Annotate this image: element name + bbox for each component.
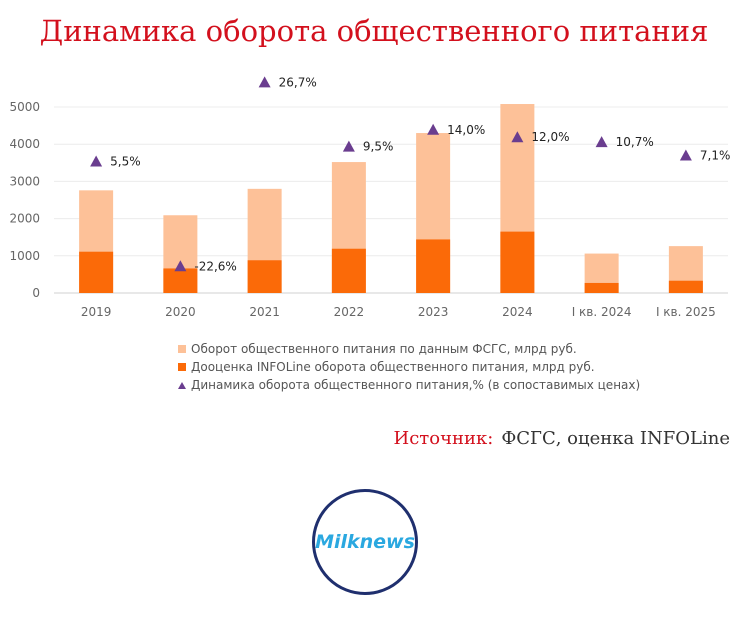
legend-item-dynamics: Динамика оборота общественного питания,%… [178, 376, 640, 394]
dynamics-label: 9,5% [363, 140, 394, 154]
x-tick-label: I кв. 2024 [572, 305, 632, 319]
dynamics-label: 10,7% [616, 135, 654, 149]
bar-infoline [416, 239, 451, 293]
y-tick-label: 0 [32, 286, 40, 300]
legend-label-infoline: Дооценка INFOLine оборота общественного … [191, 360, 595, 374]
x-tick-label: 2023 [418, 305, 449, 319]
chart-title: Динамика оборота общественного питания [39, 14, 709, 48]
bar-infoline [79, 251, 114, 293]
x-tick-label: 2020 [165, 305, 196, 319]
dynamics-marker [679, 149, 692, 161]
dynamics-marker [511, 131, 524, 143]
dynamics-marker [90, 155, 103, 167]
dynamics-label: 14,0% [447, 123, 485, 137]
bar-infoline [247, 260, 282, 293]
bar-infoline [668, 280, 703, 293]
x-tick-label: 2021 [249, 305, 280, 319]
legend-item-turnover: Оборот общественного питания по данным Ф… [178, 340, 640, 358]
dynamics-label: 12,0% [531, 130, 569, 144]
legend-item-infoline: Дооценка INFOLine оборота общественного … [178, 358, 640, 376]
legend: Оборот общественного питания по данным Ф… [178, 340, 640, 394]
x-tick-label: 2024 [502, 305, 533, 319]
source-text: ФСГС, оценка INFOLine [501, 428, 730, 449]
dynamics-label: 5,5% [110, 154, 141, 168]
legend-label-turnover: Оборот общественного питания по данным Ф… [191, 342, 577, 356]
x-tick-label: 2022 [334, 305, 365, 319]
y-tick-label: 4000 [9, 137, 40, 151]
dynamics-marker [595, 136, 608, 148]
bar-infoline [584, 282, 619, 293]
chart-area: 0 1000 2000 3000 4000 5000 2019 5,5% 2020 -22,6% 2… [9, 75, 731, 319]
dynamics-label: -22,6% [194, 259, 236, 273]
source-line: Источник: ФСГС, оценка INFOLine [394, 428, 730, 449]
bar-infoline [331, 248, 366, 293]
source-label: Источник: [393, 428, 494, 449]
bar-infoline [163, 268, 198, 293]
dynamics-marker [427, 123, 440, 135]
dynamics-marker [342, 140, 355, 152]
bar-infoline [500, 231, 535, 293]
y-tick-label: 2000 [9, 212, 40, 226]
logo-text: Milknews [315, 531, 415, 553]
dynamics-marker [174, 260, 187, 272]
legend-label-dynamics: Динамика оборота общественного питания,%… [191, 378, 641, 392]
legend-swatch-turnover [178, 345, 186, 353]
dynamics-marker [258, 76, 271, 88]
x-tick-label: 2019 [81, 305, 112, 319]
y-tick-label: 3000 [9, 174, 40, 188]
legend-swatch-infoline [178, 363, 186, 371]
y-tick-label: 5000 [9, 100, 40, 114]
milknews-logo: Milknews [312, 489, 418, 595]
dynamics-label: 7,1% [700, 149, 731, 163]
y-tick-label: 1000 [9, 249, 40, 263]
dynamics-label: 26,7% [279, 75, 317, 89]
legend-triangle-icon [178, 381, 186, 389]
x-tick-label: I кв. 2025 [656, 305, 716, 319]
